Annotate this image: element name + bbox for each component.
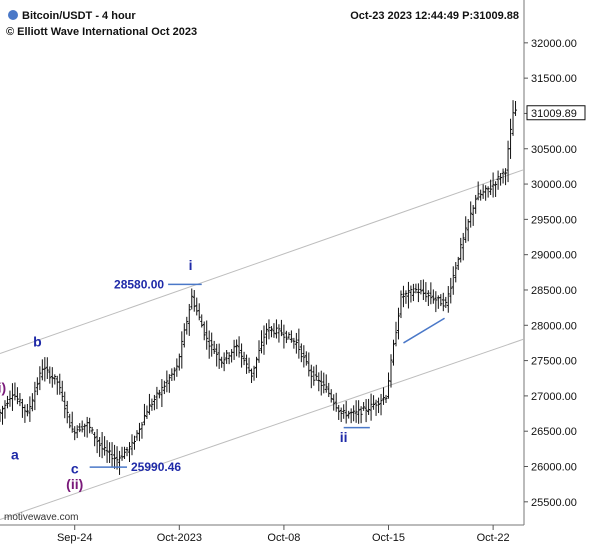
level-label: 28580.00 <box>114 277 164 291</box>
y-tick-label: 27000.00 <box>531 391 577 403</box>
channel-line <box>0 169 524 355</box>
copyright-note: © Elliott Wave International Oct 2023 <box>6 26 197 38</box>
level-label: 25990.46 <box>131 460 181 474</box>
y-tick-label: 25500.00 <box>531 497 577 509</box>
chart-timestamp: Oct-23 2023 12:44:49 P:31009.88 <box>350 10 519 22</box>
wave-labels: i)abc(ii)iii <box>0 257 348 492</box>
time-axis: Sep-24 Oct-2023 Oct-08 Oct-15 Oct-22 <box>57 525 510 544</box>
y-tick-label: 26000.00 <box>531 462 577 474</box>
price-axis: 25500.00 26000.00 26500.00 27000.00 27500.00… <box>524 38 577 509</box>
symbol-dot-icon <box>8 10 18 20</box>
wave-label: ii <box>340 429 348 445</box>
y-tick-label: 28000.00 <box>531 320 577 332</box>
channel-lines <box>0 169 524 520</box>
channel-line <box>0 338 524 520</box>
x-tick-label: Oct-22 <box>477 532 510 544</box>
wave-label: c <box>71 461 79 477</box>
watermark: motivewave.com <box>4 512 78 523</box>
y-tick-label: 29500.00 <box>531 214 577 226</box>
y-tick-label: 32000.00 <box>531 38 577 50</box>
x-tick-label: Oct-2023 <box>157 532 202 544</box>
x-tick-label: Sep-24 <box>57 532 92 544</box>
y-tick-label: 26500.00 <box>531 426 577 438</box>
candles <box>0 100 518 475</box>
y-tick-label: 29000.00 <box>531 250 577 262</box>
trend-segments <box>403 317 445 344</box>
y-tick-label: 30000.00 <box>531 179 577 191</box>
level-lines: 28580.00 25990.46 <box>89 277 370 474</box>
symbol-title: Bitcoin/USDT - 4 hour <box>22 10 136 22</box>
last-price-tag: 31009.89 <box>526 105 586 121</box>
trend-segment <box>403 317 445 344</box>
y-tick-label: 30500.00 <box>531 144 577 156</box>
y-tick-label: 27500.00 <box>531 356 577 368</box>
last-price-box <box>526 105 586 121</box>
y-tick-label: 31500.00 <box>531 73 577 85</box>
wave-label: b <box>33 333 42 349</box>
wave-label: a <box>11 446 19 462</box>
wave-label: i <box>189 257 193 273</box>
last-price-label: 31009.89 <box>531 108 577 120</box>
wave-label: (ii) <box>66 476 83 492</box>
x-tick-label: Oct-15 <box>372 532 405 544</box>
wave-label: i) <box>0 379 6 395</box>
y-tick-label: 28500.00 <box>531 285 577 297</box>
x-tick-label: Oct-08 <box>267 532 300 544</box>
